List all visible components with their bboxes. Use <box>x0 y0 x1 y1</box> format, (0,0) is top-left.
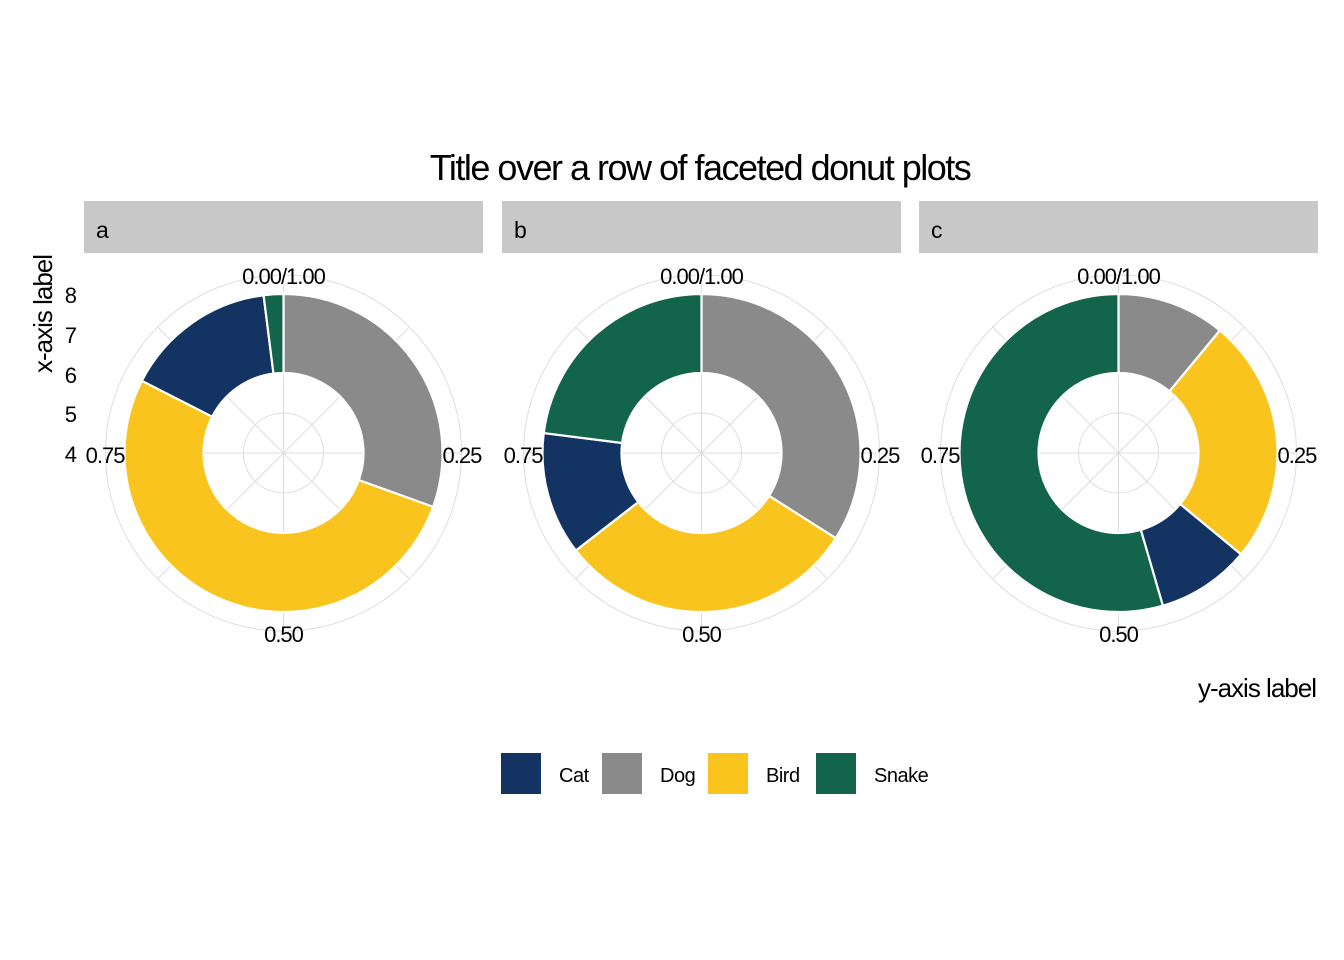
facet-strip <box>84 201 483 253</box>
legend: Cat Dog Bird Snake <box>501 753 929 794</box>
radial-tick-label: 5 <box>65 402 77 427</box>
donut-ring <box>958 292 1279 614</box>
legend-item-snake: Snake <box>816 753 929 794</box>
donut-slice-bird <box>1168 329 1279 556</box>
chart-title: Title over a row of faceted donut plots <box>430 147 971 188</box>
facet-panel-c: c 0.00/1.00 0.25 0.50 0.75 <box>919 201 1318 647</box>
facet-panels: a 0.00/1.00 0.25 0.50 0.75 b 0.00/1.00 0.25 0.50… <box>65 201 1318 647</box>
y-axis-title: y-axis label <box>1198 673 1316 703</box>
legend-swatch <box>816 753 856 794</box>
angle-tick-label: 0.50 <box>1099 622 1139 647</box>
donut-slice-bird <box>123 379 435 614</box>
facet-panel-a: a 0.00/1.00 0.25 0.50 0.75 <box>84 201 483 647</box>
donut-slice-dog <box>700 292 862 540</box>
donut-slice-snake <box>262 292 285 375</box>
angle-tick-label: 0.25 <box>1278 443 1318 468</box>
legend-swatch <box>602 753 642 794</box>
angle-tick-label: 0.75 <box>504 443 544 468</box>
donut-slice-bird <box>574 494 837 614</box>
angle-tick-label: 0.25 <box>443 443 483 468</box>
x-axis-title: x-axis label <box>28 255 58 373</box>
angle-tick-label: 0.75 <box>921 443 961 468</box>
legend-swatch <box>708 753 748 794</box>
legend-swatch <box>501 753 541 794</box>
facet-strip-label: c <box>931 217 943 243</box>
donut-slice-snake <box>958 292 1164 614</box>
facet-strip <box>502 201 901 253</box>
radial-tick-label: 8 <box>65 283 77 308</box>
legend-item-cat: Cat <box>501 753 590 794</box>
radial-axis-ticks: 4 5 6 7 8 <box>65 283 78 467</box>
donut-slice-snake <box>542 292 703 445</box>
legend-item-bird: Bird <box>708 753 800 794</box>
donut-ring <box>541 292 862 614</box>
legend-label: Snake <box>874 765 929 787</box>
radial-tick-label: 6 <box>65 363 77 388</box>
angle-tick-label: 0.00/1.00 <box>1077 264 1161 289</box>
angle-tick-label: 0.00/1.00 <box>242 264 326 289</box>
angle-tick-label: 0.50 <box>682 622 722 647</box>
donut-ring <box>123 292 444 614</box>
donut-slice-dog <box>282 292 444 508</box>
facet-strip-label: b <box>514 217 527 243</box>
angle-tick-label: 0.50 <box>264 622 304 647</box>
legend-item-dog: Dog <box>602 753 696 794</box>
facet-strip <box>919 201 1318 253</box>
angle-tick-label: 0.00/1.00 <box>660 264 744 289</box>
facet-strip-label: a <box>96 217 109 243</box>
radial-tick-label: 4 <box>65 442 77 467</box>
legend-label: Bird <box>766 765 800 787</box>
legend-label: Cat <box>559 765 590 787</box>
legend-label: Dog <box>660 765 695 787</box>
facet-panel-b: b 0.00/1.00 0.25 0.50 0.75 <box>502 201 901 647</box>
angle-tick-label: 0.75 <box>86 443 126 468</box>
radial-tick-label: 7 <box>65 323 77 348</box>
angle-tick-label: 0.25 <box>861 443 901 468</box>
